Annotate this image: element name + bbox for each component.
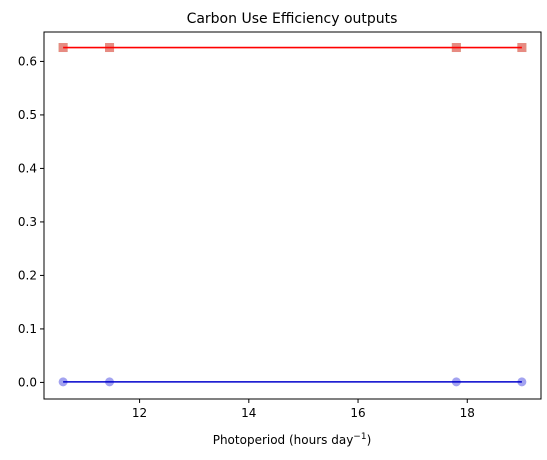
- x-tick-label-2: 16: [350, 406, 365, 420]
- y-tick-label-5: 0.5: [18, 108, 37, 122]
- x-axis-label-main: Photoperiod (hours day: [213, 433, 354, 447]
- x-axis-label-sup: −1: [353, 432, 366, 442]
- y-tick-label-0: 0.0: [18, 375, 37, 389]
- y-tick-label-4: 0.4: [18, 161, 37, 175]
- plot-frame: [43, 31, 542, 400]
- x-tick-label-0: 12: [132, 406, 147, 420]
- y-tick-label-1: 0.1: [18, 322, 37, 336]
- y-tick-label-6: 0.6: [18, 54, 37, 68]
- x-axis-label-tail: ): [367, 433, 372, 447]
- series-layer: [58, 43, 527, 387]
- chart-title: Carbon Use Efficiency outputs: [187, 11, 398, 27]
- x-tick-label-3: 18: [460, 406, 475, 420]
- x-axis-label: Photoperiod (hours day−1): [213, 432, 372, 447]
- y-tick-label-2: 0.2: [18, 268, 37, 282]
- x-tick-label-1: 14: [241, 406, 256, 420]
- series-2: [58, 377, 527, 387]
- series-1: [58, 43, 527, 53]
- ticks-layer: 12 14 16 18 0.0 0.1 0.2 0.3 0.4 0.5 0.6: [18, 54, 475, 420]
- y-tick-label-3: 0.3: [18, 215, 37, 229]
